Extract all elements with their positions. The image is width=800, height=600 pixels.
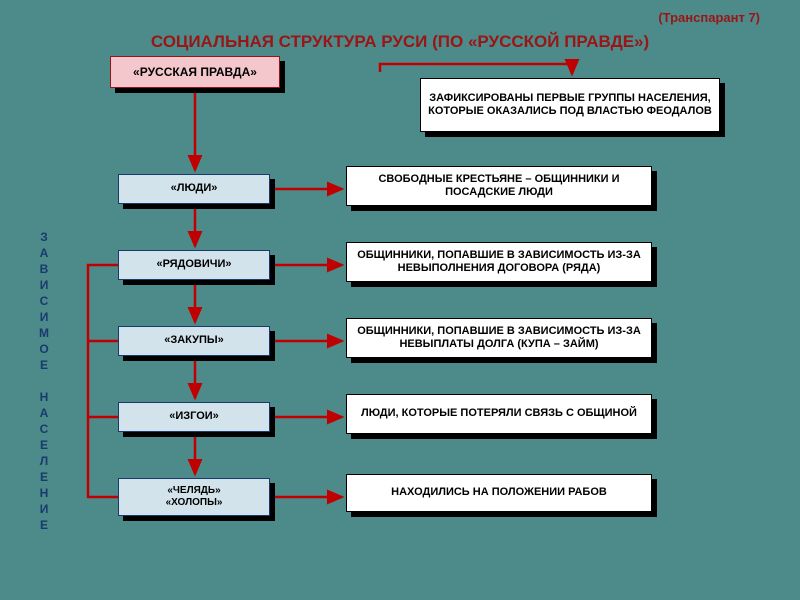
dependent-population-label: ЗАВИСИМОЕ НАСЕЛЕНИЕ [32, 230, 56, 534]
box-desc5: НАХОДИЛИСЬ НА ПОЛОЖЕНИИ РАБОВ [346, 474, 652, 512]
box-cat5: «ЧЕЛЯДЬ» «ХОЛОПЫ» [118, 478, 270, 516]
slide-title: СОЦИАЛЬНАЯ СТРУКТУРА РУСИ (ПО «РУССКОЙ П… [0, 32, 800, 52]
diagram-page: (Транспарант 7) СОЦИАЛЬНАЯ СТРУКТУРА РУС… [0, 0, 800, 600]
box-cat4: «ИЗГОИ» [118, 402, 270, 432]
box-desc3: ОБЩИННИКИ, ПОПАВШИЕ В ЗАВИСИМОСТЬ ИЗ-ЗА … [346, 318, 652, 358]
box-desc4: ЛЮДИ, КОТОРЫЕ ПОТЕРЯЛИ СВЯЗЬ С ОБЩИНОЙ [346, 394, 652, 434]
slide-subtitle: (Транспарант 7) [658, 10, 760, 25]
box-desc2: ОБЩИННИКИ, ПОПАВШИЕ В ЗАВИСИМОСТЬ ИЗ-ЗА … [346, 242, 652, 282]
box-infoTop: ЗАФИКСИРОВАНЫ ПЕРВЫЕ ГРУППЫ НАСЕЛЕНИЯ, К… [420, 78, 720, 132]
box-root: «РУССКАЯ ПРАВДА» [110, 56, 280, 88]
box-cat1: «ЛЮДИ» [118, 174, 270, 204]
box-cat2: «РЯДОВИЧИ» [118, 250, 270, 280]
box-cat3: «ЗАКУПЫ» [118, 326, 270, 356]
box-desc1: СВОБОДНЫЕ КРЕСТЬЯНЕ – ОБЩИННИКИ И ПОСАДС… [346, 166, 652, 206]
